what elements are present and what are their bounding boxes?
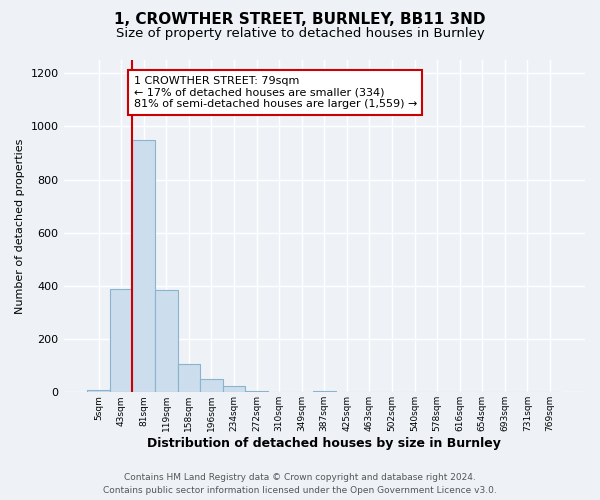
Bar [200,379,223,392]
Bar [313,391,335,392]
Text: Size of property relative to detached houses in Burnley: Size of property relative to detached ho… [116,28,484,40]
X-axis label: Distribution of detached houses by size in Burnley: Distribution of detached houses by size … [148,437,501,450]
Bar [178,364,200,392]
Bar [245,391,268,392]
Y-axis label: Number of detached properties: Number of detached properties [15,138,25,314]
Text: 1, CROWTHER STREET, BURNLEY, BB11 3ND: 1, CROWTHER STREET, BURNLEY, BB11 3ND [114,12,486,28]
Bar [133,140,155,392]
Bar [87,390,110,392]
Text: 1 CROWTHER STREET: 79sqm
← 17% of detached houses are smaller (334)
81% of semi-: 1 CROWTHER STREET: 79sqm ← 17% of detach… [134,76,417,109]
Text: Contains HM Land Registry data © Crown copyright and database right 2024.
Contai: Contains HM Land Registry data © Crown c… [103,473,497,495]
Bar [110,288,133,393]
Bar [155,290,178,392]
Bar [223,386,245,392]
